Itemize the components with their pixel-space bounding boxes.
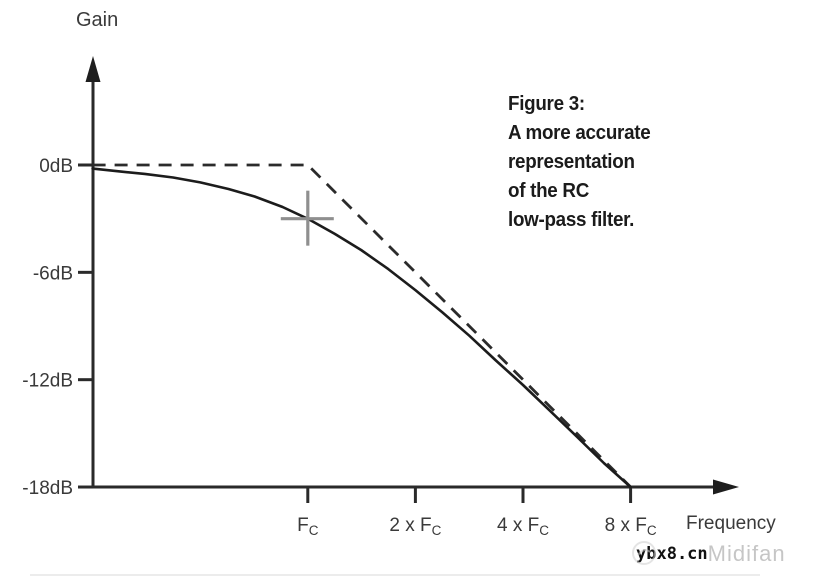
bottom-divider	[30, 574, 760, 576]
x-tick-label: 8 x FC	[605, 515, 657, 538]
midifan-logo-icon	[632, 541, 656, 565]
y-tick-label: -12dB	[22, 371, 73, 392]
figure-caption: Figure 3: A more accurate representation…	[508, 90, 724, 235]
y-tick-label: 0dB	[39, 156, 73, 177]
watermark-brand-text: Midifan	[707, 541, 786, 566]
actual-response-curve	[91, 167, 632, 489]
caption-line: of the RC	[508, 180, 590, 202]
caption-line: Figure 3:	[508, 93, 585, 115]
gain-axis-label: Gain	[76, 9, 119, 31]
frequency-axis-label: Frequency	[686, 513, 776, 534]
caption-line: A more accurate	[508, 122, 651, 144]
y-tick-label: -18dB	[22, 478, 73, 499]
x-tick-label: 4 x FC	[497, 515, 549, 538]
caption-line: representation	[508, 151, 635, 173]
watermark: ybx8.cn Midifan	[632, 539, 786, 569]
y-axis-arrow-icon	[85, 56, 101, 82]
x-axis-arrow-icon	[713, 479, 739, 495]
ideal-response-line	[92, 163, 632, 488]
x-tick-label: 2 x FC	[389, 515, 441, 538]
x-tick-label: FC	[297, 515, 319, 538]
y-tick-label: -6dB	[33, 263, 73, 284]
caption-line: low-pass filter.	[508, 209, 635, 231]
